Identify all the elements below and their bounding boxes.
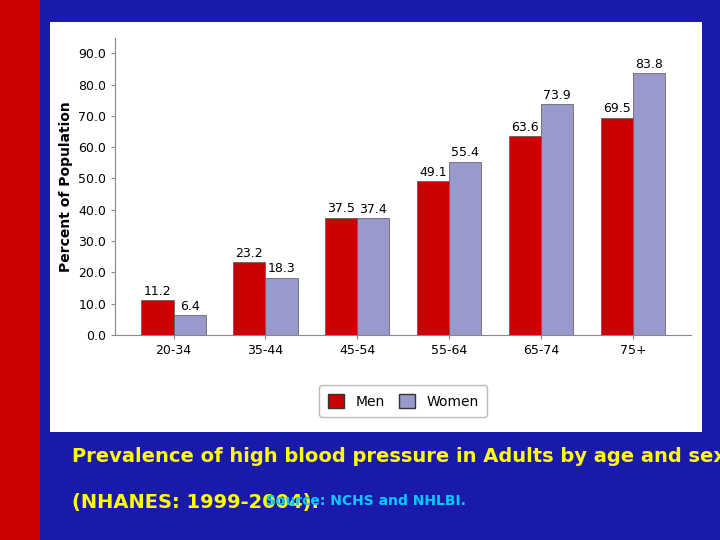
Bar [233, 262, 266, 335]
Text: 6.4: 6.4 [180, 300, 199, 313]
Text: Prevalence of high blood pressure in Adults by age and sex: Prevalence of high blood pressure in Adu… [72, 447, 720, 465]
Bar [325, 218, 357, 335]
Bar [141, 300, 174, 335]
Text: 55.4: 55.4 [451, 146, 479, 159]
Bar [509, 136, 541, 335]
Bar [600, 118, 633, 335]
Bar [266, 278, 297, 335]
Bar [449, 161, 481, 335]
Bar [541, 104, 573, 335]
Text: 73.9: 73.9 [543, 89, 571, 102]
Bar [357, 218, 390, 335]
Text: 18.3: 18.3 [268, 262, 295, 275]
Legend: Men, Women: Men, Women [320, 386, 487, 417]
Text: 37.5: 37.5 [328, 202, 355, 215]
Text: 11.2: 11.2 [144, 285, 171, 298]
Text: 23.2: 23.2 [235, 247, 263, 260]
Text: 37.4: 37.4 [359, 202, 387, 215]
Text: 63.6: 63.6 [511, 121, 539, 134]
Text: Source: NCHS and NHLBI.: Source: NCHS and NHLBI. [256, 494, 465, 508]
Text: 49.1: 49.1 [419, 166, 447, 179]
Bar [417, 181, 449, 335]
Text: (NHANES: 1999-2004).: (NHANES: 1999-2004). [72, 492, 319, 511]
Bar [174, 315, 206, 335]
Bar [633, 73, 665, 335]
Y-axis label: Percent of Population: Percent of Population [58, 101, 73, 272]
Text: 69.5: 69.5 [603, 103, 631, 116]
Text: 83.8: 83.8 [635, 58, 663, 71]
